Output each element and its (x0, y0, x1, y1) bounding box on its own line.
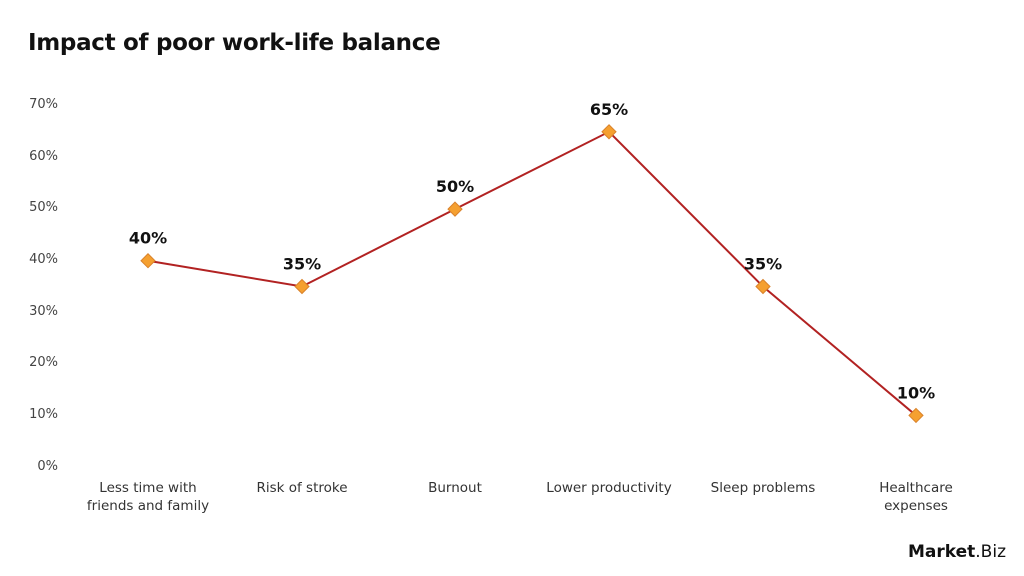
data-label: 35% (283, 255, 321, 274)
y-tick: 50% (29, 200, 58, 215)
data-labels: 40% 35% 50% 65% 35% 10% (129, 100, 935, 403)
y-tick: 20% (29, 355, 58, 370)
data-line (147, 130, 917, 417)
diamond-marker (294, 278, 310, 295)
data-label: 50% (436, 177, 474, 196)
diamond-marker (447, 201, 463, 217)
diamond-marker (755, 278, 771, 295)
y-tick: 0% (37, 459, 58, 474)
data-label: 35% (744, 255, 782, 274)
x-label: Burnout (428, 480, 482, 496)
diamond-marker (908, 407, 924, 424)
diamond-marker (601, 124, 617, 140)
data-label: 65% (590, 100, 628, 119)
y-tick: 60% (29, 149, 58, 164)
chart-title: Impact of poor work-life balance (28, 30, 441, 56)
x-label: Sleep problems (710, 480, 816, 496)
data-label: 40% (129, 229, 167, 248)
data-markers (140, 124, 924, 424)
x-label: Less time with friends and family (86, 480, 210, 514)
y-tick: 70% (29, 97, 58, 112)
diamond-marker (140, 253, 156, 269)
data-label: 10% (897, 383, 935, 402)
marketbiz-logo: Market.Biz (908, 542, 1006, 562)
y-tick: 30% (29, 304, 58, 319)
x-label: Lower productivity (546, 480, 672, 496)
y-tick: 40% (29, 252, 58, 267)
x-label: Risk of stroke (256, 480, 348, 496)
y-tick: 10% (29, 407, 58, 422)
x-label: Healthcare expenses (879, 480, 953, 514)
